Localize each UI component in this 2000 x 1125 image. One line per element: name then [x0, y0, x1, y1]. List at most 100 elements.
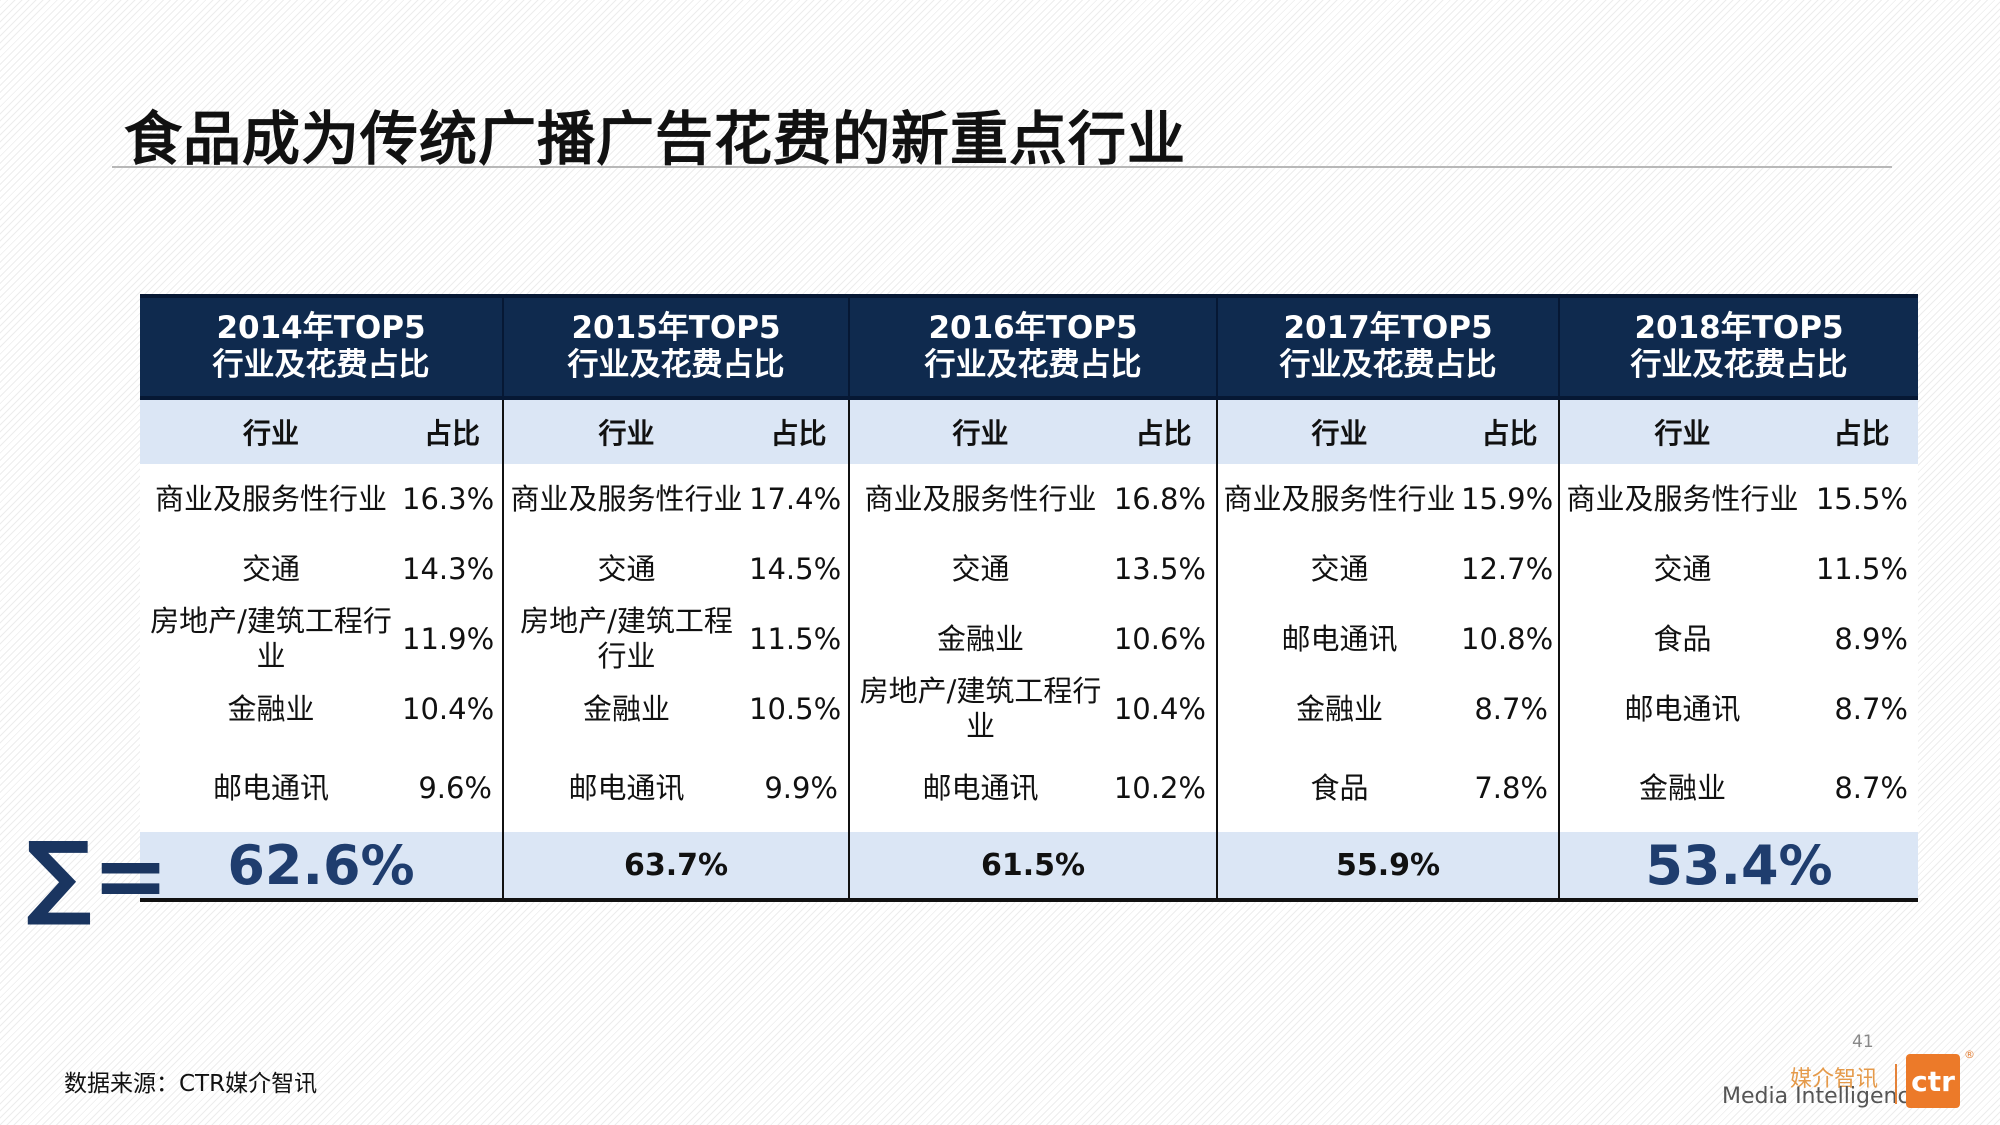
- table-row: 邮电通讯 9.6% 邮电通讯 9.9% 邮电通讯 10.2% 食品 7.8% 金融业 8.7%: [140, 744, 1918, 832]
- page-number: 41: [1852, 1032, 1874, 1052]
- industry-cell: 商业及服务性行业: [1216, 464, 1461, 534]
- total-2016: 61.5%: [848, 832, 1217, 902]
- industry-cell: 商业及服务性行业: [1558, 464, 1805, 534]
- share-cell: 15.9%: [1461, 464, 1559, 534]
- ctr-logo-icon: ctr: [1906, 1054, 1960, 1108]
- share-cell: 16.3%: [402, 464, 503, 534]
- year-header-2016: 2016年TOP5 行业及花费占比: [848, 294, 1217, 400]
- year-header-2015: 2015年TOP5 行业及花费占比: [502, 294, 849, 400]
- total-2015: 63.7%: [502, 832, 849, 902]
- share-column-label: 占比: [402, 398, 503, 464]
- share-cell: 15.5%: [1805, 464, 1918, 534]
- year-header-row: 2014年TOP5 行业及花费占比 2015年TOP5 行业及花费占比 2016年T…: [140, 294, 1918, 400]
- industry-cell: 交通: [1216, 534, 1461, 604]
- page-title: 食品成为传统广播广告花费的新重点行业: [124, 105, 1187, 173]
- logo-chinese-name: 媒介智讯: [1790, 1067, 1879, 1092]
- share-cell: 11.5%: [749, 604, 849, 674]
- industry-cell: 邮电通讯: [502, 744, 749, 832]
- share-cell: 14.3%: [402, 534, 503, 604]
- share-cell: 10.5%: [749, 674, 849, 744]
- share-cell: 11.9%: [402, 604, 503, 674]
- total-2018: 53.4%: [1558, 832, 1918, 902]
- year-header-title: 2018年TOP5: [1634, 310, 1844, 346]
- top5-industry-table: 2014年TOP5 行业及花费占比 2015年TOP5 行业及花费占比 2016年T…: [140, 294, 1918, 902]
- industry-column-label: 行业: [1558, 398, 1805, 464]
- industry-cell: 邮电通讯: [1558, 674, 1805, 744]
- share-cell: 17.4%: [749, 464, 849, 534]
- total-2014: 62.6%: [140, 832, 503, 902]
- share-cell: 8.7%: [1805, 744, 1918, 832]
- table-row: 金融业 10.4% 金融业 10.5% 房地产/建筑工程行业 10.4% 金融业 8.7% 邮电…: [140, 674, 1918, 744]
- table-row: 交通 14.3% 交通 14.5% 交通 13.5% 交通 12.7% 交通 11.5%: [140, 534, 1918, 604]
- year-header-2018: 2018年TOP5 行业及花费占比: [1558, 294, 1918, 400]
- share-cell: 14.5%: [749, 534, 849, 604]
- share-cell: 10.4%: [402, 674, 503, 744]
- share-cell: 12.7%: [1461, 534, 1559, 604]
- industry-cell: 交通: [848, 534, 1111, 604]
- title-divider: [112, 166, 1892, 168]
- industry-cell: 房地产/建筑工程行业: [140, 604, 402, 674]
- share-cell: 9.6%: [402, 744, 503, 832]
- share-cell: 10.4%: [1111, 674, 1217, 744]
- year-header-subtitle: 行业及花费占比: [567, 347, 785, 383]
- industry-column-label: 行业: [848, 398, 1111, 464]
- share-column-label: 占比: [1111, 398, 1217, 464]
- industry-cell: 邮电通讯: [140, 744, 402, 832]
- logo-english-name: Media Intelligence: [1722, 1084, 1924, 1109]
- year-header-title: 2015年TOP5: [571, 310, 781, 346]
- sum-symbol: ∑=: [26, 822, 170, 929]
- table-row: 商业及服务性行业 16.3% 商业及服务性行业 17.4% 商业及服务性行业 16.8% 商…: [140, 464, 1918, 534]
- year-header-2017: 2017年TOP5 行业及花费占比: [1216, 294, 1559, 400]
- share-column-label: 占比: [749, 398, 849, 464]
- share-cell: 11.5%: [1805, 534, 1918, 604]
- year-header-subtitle: 行业及花费占比: [1279, 347, 1497, 383]
- industry-cell: 邮电通讯: [1216, 604, 1461, 674]
- column-label-row: 行业 占比 行业 占比 行业 占比 行业 占比 行业 占比: [140, 398, 1918, 464]
- industry-cell: 商业及服务性行业: [502, 464, 749, 534]
- industry-cell: 金融业: [1216, 674, 1461, 744]
- year-header-subtitle: 行业及花费占比: [1630, 347, 1848, 383]
- industry-cell: 交通: [140, 534, 402, 604]
- table-row: 房地产/建筑工程行业 11.9% 房地产/建筑工程行业 11.5% 金融业 10.6% 邮电…: [140, 604, 1918, 674]
- share-cell: 8.7%: [1805, 674, 1918, 744]
- registered-mark: ®: [1964, 1048, 1975, 1061]
- total-row: 62.6% 63.7% 61.5% 55.9% 53.4%: [140, 832, 1918, 902]
- industry-cell: 交通: [1558, 534, 1805, 604]
- industry-column-label: 行业: [502, 398, 749, 464]
- industry-cell: 交通: [502, 534, 749, 604]
- industry-cell: 食品: [1216, 744, 1461, 832]
- year-header-title: 2014年TOP5: [216, 310, 426, 346]
- industry-cell: 房地产/建筑工程行业: [848, 674, 1111, 744]
- industry-cell: 金融业: [848, 604, 1111, 674]
- data-source-note: 数据来源：CTR媒介智讯: [64, 1071, 318, 1097]
- industry-cell: 金融业: [140, 674, 402, 744]
- industry-cell: 房地产/建筑工程行业: [502, 604, 749, 674]
- industry-cell: 金融业: [1558, 744, 1805, 832]
- industry-cell: 商业及服务性行业: [848, 464, 1111, 534]
- share-cell: 8.7%: [1461, 674, 1559, 744]
- share-cell: 10.8%: [1461, 604, 1559, 674]
- share-column-label: 占比: [1805, 398, 1918, 464]
- industry-column-label: 行业: [140, 398, 402, 464]
- share-cell: 10.2%: [1111, 744, 1217, 832]
- share-cell: 8.9%: [1805, 604, 1918, 674]
- share-cell: 10.6%: [1111, 604, 1217, 674]
- year-header-title: 2016年TOP5: [928, 310, 1138, 346]
- logo-divider: [1895, 1064, 1897, 1104]
- industry-column-label: 行业: [1216, 398, 1461, 464]
- industry-cell: 邮电通讯: [848, 744, 1111, 832]
- share-column-label: 占比: [1461, 398, 1559, 464]
- share-cell: 7.8%: [1461, 744, 1559, 832]
- year-header-subtitle: 行业及花费占比: [212, 347, 430, 383]
- year-header-subtitle: 行业及花费占比: [924, 347, 1142, 383]
- industry-cell: 金融业: [502, 674, 749, 744]
- year-header-title: 2017年TOP5: [1283, 310, 1493, 346]
- industry-cell: 商业及服务性行业: [140, 464, 402, 534]
- year-header-2014: 2014年TOP5 行业及花费占比: [140, 294, 503, 400]
- industry-cell: 食品: [1558, 604, 1805, 674]
- share-cell: 9.9%: [749, 744, 849, 832]
- ranking-rows: 商业及服务性行业 16.3% 商业及服务性行业 17.4% 商业及服务性行业 16.8% 商…: [140, 464, 1918, 832]
- share-cell: 16.8%: [1111, 464, 1217, 534]
- share-cell: 13.5%: [1111, 534, 1217, 604]
- total-2017: 55.9%: [1216, 832, 1559, 902]
